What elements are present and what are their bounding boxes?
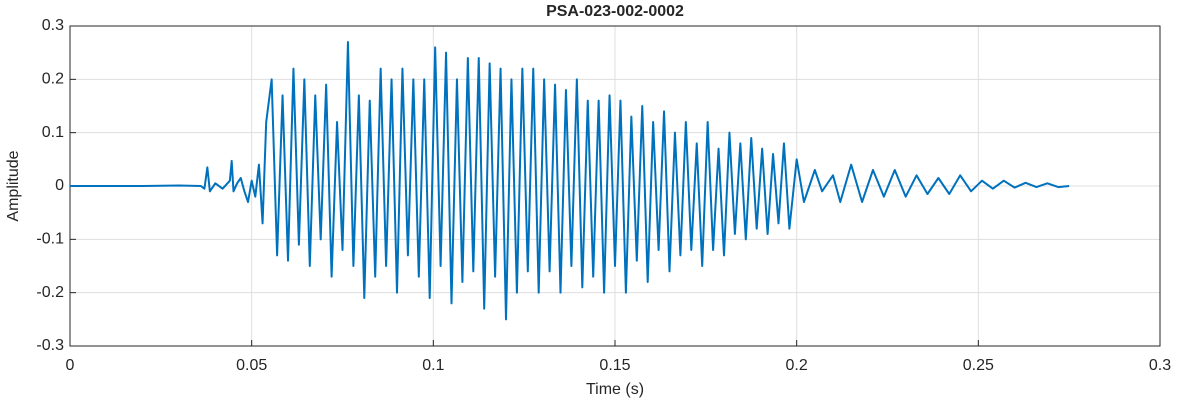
y-tick-label: -0.2 xyxy=(36,284,64,301)
waveform-line xyxy=(70,41,1070,321)
x-tick-label: 0.1 xyxy=(422,357,444,374)
y-axis-label: Amplitude xyxy=(5,150,22,221)
x-tick-label: 0.15 xyxy=(599,357,630,374)
y-tick-label: -0.3 xyxy=(36,337,64,354)
y-tick-label: 0.2 xyxy=(42,71,64,88)
x-tick-label: 0.05 xyxy=(236,357,267,374)
chart-title: PSA-023-002-0002 xyxy=(546,3,684,20)
y-tick-label: 0.3 xyxy=(42,17,64,34)
x-tick-label: 0.25 xyxy=(963,357,994,374)
x-tick-label: 0.3 xyxy=(1149,357,1171,374)
y-tick-label: -0.1 xyxy=(36,231,64,248)
x-axis-label: Time (s) xyxy=(586,381,644,398)
y-tick-label: 0 xyxy=(55,177,64,194)
x-tick-label: 0 xyxy=(66,357,75,374)
y-tick-label: 0.1 xyxy=(42,124,64,141)
x-tick-label: 0.2 xyxy=(786,357,808,374)
